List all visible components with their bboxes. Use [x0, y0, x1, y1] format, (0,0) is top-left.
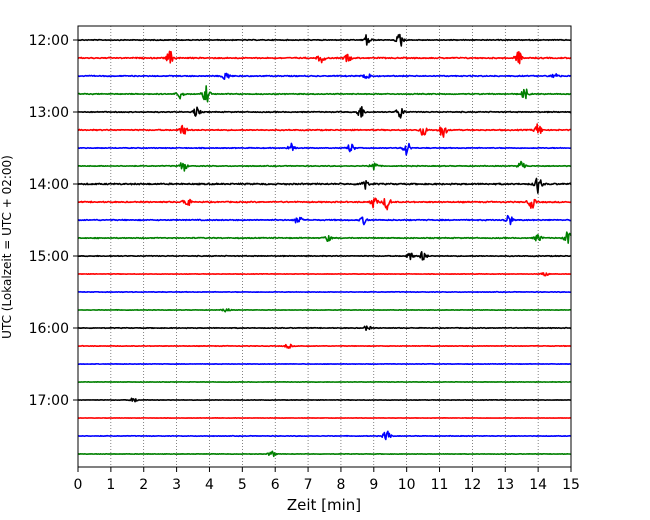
trace-1245: [77, 85, 572, 103]
trace-1515: [77, 272, 572, 277]
x-axis-ticks: 0 1 2 3 4 5 6 7 8 9 10 11 12 13 14 15: [74, 467, 580, 493]
x-tick-label: 10: [398, 477, 416, 493]
y-tick-label: 14:00: [29, 177, 69, 193]
x-axis-label: Zeit [min]: [287, 496, 361, 514]
x-tick-label: 15: [562, 477, 580, 493]
y-tick-label: 17:00: [29, 393, 69, 409]
x-tick-label: 13: [496, 477, 514, 493]
x-tick-label: 8: [336, 477, 345, 493]
x-tick-label: 11: [431, 477, 449, 493]
trace-1230: [77, 72, 572, 80]
trace-1615: [77, 343, 572, 349]
trace-1215: [77, 50, 572, 65]
x-tick-label: 5: [238, 477, 247, 493]
trace-1745: [77, 450, 572, 458]
plot-background: [78, 26, 571, 467]
x-tick-label: 12: [463, 477, 481, 493]
trace-1700: [77, 397, 572, 403]
trace-1300: [77, 105, 572, 119]
x-tick-label: 4: [205, 477, 214, 493]
x-tick-label: 0: [74, 477, 83, 493]
trace-1430: [77, 214, 572, 226]
y-tick-label: 12:00: [29, 33, 69, 49]
trace-1315: [77, 123, 572, 138]
trace-1500: [77, 251, 572, 261]
y-tick-label: 16:00: [29, 321, 69, 337]
x-tick-label: 7: [304, 477, 313, 493]
trace-1415: [77, 197, 572, 211]
x-tick-label: 1: [106, 477, 115, 493]
x-tick-label: 9: [369, 477, 378, 493]
y-tick-label: 15:00: [29, 249, 69, 265]
x-tick-label: 14: [529, 477, 547, 493]
x-tick-label: 2: [139, 477, 148, 493]
trace-1630: [77, 362, 572, 366]
trace-1545: [77, 308, 572, 313]
trace-1445: [77, 231, 572, 244]
x-tick-label: 3: [172, 477, 181, 493]
y-tick-label: 13:00: [29, 105, 69, 121]
y-axis-label: UTC (Lokalzeit = UTC + 02:00): [0, 155, 14, 339]
trace-1730: [77, 430, 572, 441]
trace-1645: [77, 380, 572, 384]
y-axis-ticks: 12:00 13:00 14:00 15:00 16:00 17:00: [29, 33, 78, 409]
trace-1345: [77, 160, 572, 172]
plot-frame: [77, 25, 572, 468]
trace-1530: [77, 290, 572, 294]
trace-1600: [77, 325, 572, 332]
trace-1200: [77, 33, 572, 47]
trace-1330: [77, 142, 572, 156]
trace-1400: [77, 177, 572, 194]
x-tick-label: 6: [271, 477, 280, 493]
seismogram-traces: [77, 33, 572, 458]
